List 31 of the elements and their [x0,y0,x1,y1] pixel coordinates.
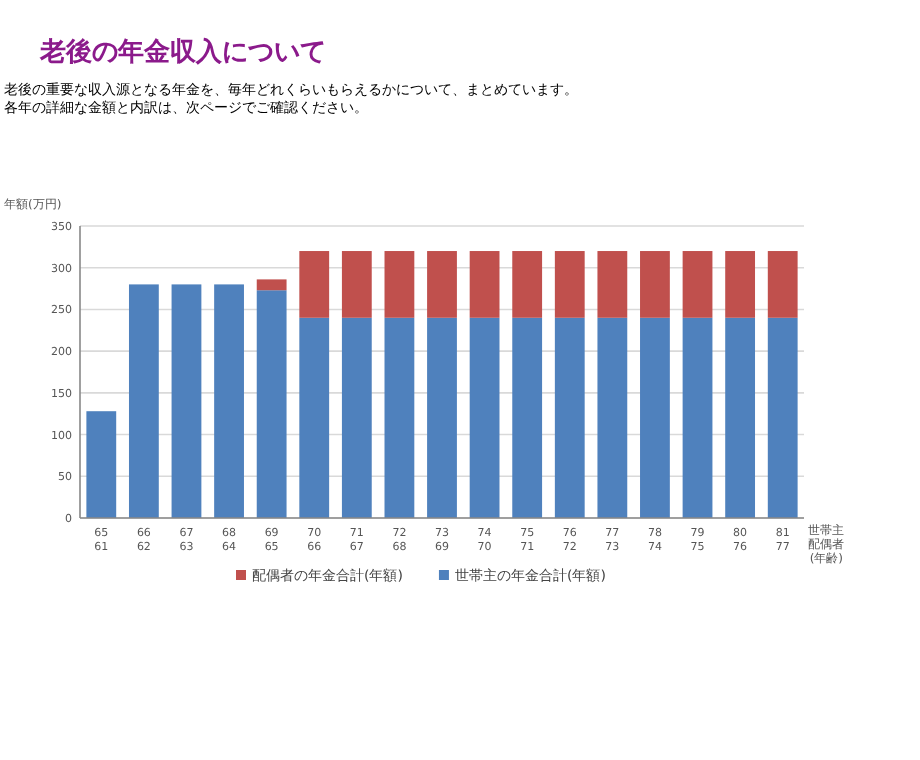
bar [299,317,330,518]
bar [469,251,500,318]
bar [469,317,500,518]
bar [341,251,372,318]
bar [767,251,798,318]
bar [256,290,287,518]
bar [384,251,415,318]
bar [171,284,202,518]
bar [427,251,457,318]
bar [640,317,670,518]
bar [384,317,415,518]
bar [725,251,756,318]
bar [554,317,585,518]
bar [427,317,457,518]
bar [597,317,628,518]
bar [597,251,628,318]
bar [682,251,713,318]
bar [256,279,287,291]
bar [341,317,372,518]
bar [767,317,798,518]
bar [512,251,543,318]
bar [512,317,543,518]
bar [725,317,756,518]
chart-title: 老後の年金収入について [38,36,326,68]
bar [554,251,585,318]
bar [640,251,670,318]
bar [299,251,330,318]
bar [214,284,244,518]
bar [86,411,117,518]
bar [128,284,159,518]
bar [682,317,713,518]
